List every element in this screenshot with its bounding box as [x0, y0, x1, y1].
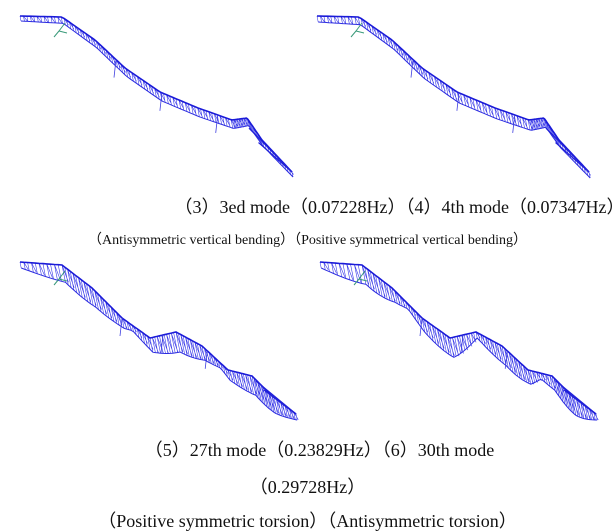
- caption-line: （0.29728Hz）: [0, 473, 615, 499]
- axis-icon: [351, 23, 364, 37]
- pier: [249, 128, 292, 172]
- deck-hatch: [20, 16, 294, 177]
- deck-bottom: [318, 22, 590, 178]
- deck-bottom: [21, 21, 293, 177]
- figure-page: （3）3ed mode（0.07228Hz）（4）4th mode（0.0734…: [0, 0, 615, 531]
- caption-line: （Positive symmetric torsion）（Antisymmetr…: [0, 507, 615, 531]
- deck-hatch: [317, 16, 591, 178]
- deck-hatch: [320, 262, 598, 420]
- deck-bottom: [21, 268, 297, 420]
- caption-line: （3）3ed mode（0.07228Hz）（4）4th mode（0.0734…: [92, 193, 615, 219]
- caption-line: （Antisymmetric vertical bending）（Positiv…: [0, 229, 615, 249]
- caption-line: （5）27th mode（0.23829Hz）（6）30th mode: [12, 436, 615, 462]
- pier: [546, 128, 589, 172]
- deck-bottom: [321, 268, 597, 420]
